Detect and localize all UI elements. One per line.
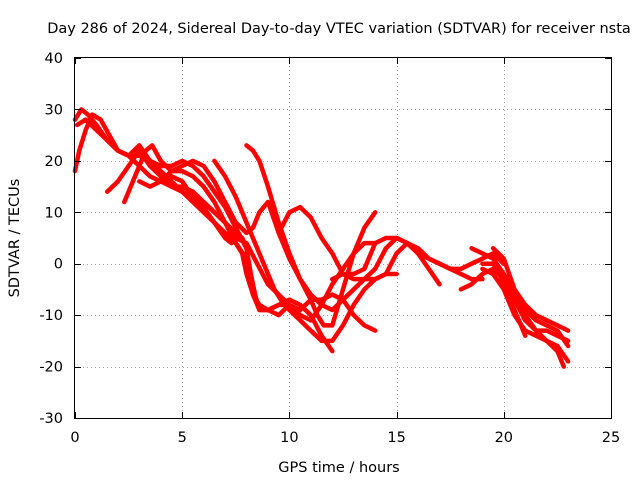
x-tick-label: 25: [602, 430, 620, 446]
series-arc4: [104, 148, 335, 354]
y-tick-label: 40: [45, 51, 63, 67]
x-tick-label: 10: [280, 430, 298, 446]
x-tick-label: 0: [70, 430, 79, 446]
grid-lines: [75, 58, 611, 418]
series-arc15: [490, 246, 571, 364]
series-arc7: [158, 174, 378, 333]
y-tick-labels: -30 -20 -10 0 10 20 30 40: [39, 51, 63, 427]
x-axis-label: GPS time / hours: [278, 460, 399, 476]
y-tick-label: 20: [45, 154, 63, 170]
series-arc11: [330, 235, 507, 282]
y-tick-label: -10: [39, 308, 63, 324]
y-tick-label: -30: [39, 411, 63, 427]
series-arc17: [497, 271, 528, 338]
data-traces: [72, 107, 571, 369]
x-tick-label: 15: [387, 430, 405, 446]
y-tick-label: 30: [45, 102, 63, 118]
y-tick-label: 0: [54, 257, 63, 273]
plot-frame: [74, 57, 612, 419]
x-tick-labels: 0 5 10 15 20 25: [70, 430, 620, 446]
x-tick-label: 5: [178, 430, 187, 446]
series-arc6: [137, 158, 378, 328]
y-tick-label: 10: [45, 205, 63, 221]
series-arc14: [480, 261, 571, 344]
series-arc8: [212, 158, 399, 344]
series-arc5: [122, 143, 378, 323]
chart-title: Day 286 of 2024, Sidereal Day-to-day VTE…: [47, 21, 631, 37]
y-tick-label: -20: [39, 360, 63, 376]
x-tick-label: 20: [495, 430, 513, 446]
y-axis-label: SDTVAR / TECUs: [7, 179, 23, 298]
axis-ticks: [75, 58, 612, 419]
